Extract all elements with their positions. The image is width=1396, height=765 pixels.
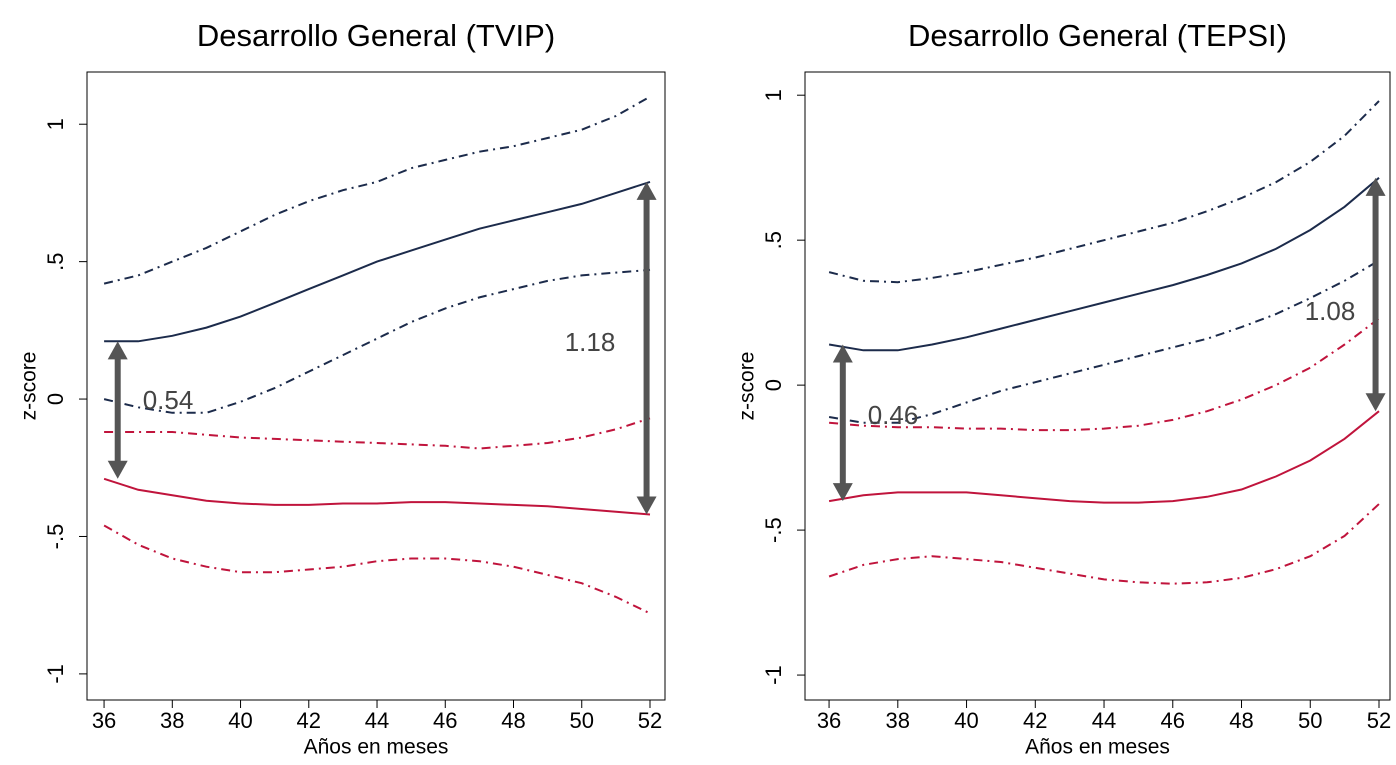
x-axis-label: Años en meses [1025,736,1170,759]
annotation: 0.54 [143,385,194,415]
y-tick-label: .5 [761,231,786,249]
y-axis-label: z-score [736,352,759,421]
y-tick-label: .5 [43,252,68,270]
x-tick-label: 40 [228,708,252,733]
x-tick-label: 46 [433,708,457,733]
x-tick-label: 52 [638,708,662,733]
series-line [828,100,1380,284]
arrow-head [832,344,853,363]
series-line [104,180,651,343]
x-tick-label: 50 [570,708,594,733]
x-tick-label: 44 [1092,708,1116,733]
series-line [829,317,1380,432]
y-axis-label: z-score [18,352,41,421]
y-tick-label: -.5 [761,517,786,543]
annotation: 1.08 [1305,296,1356,326]
series-line [103,477,651,516]
x-tick-label: 42 [1023,708,1047,733]
y-tick-label: 0 [761,379,786,391]
arrow-head [1365,177,1386,196]
annotation: 0.46 [868,400,919,430]
chart-title: Desarrollo General (TEPSI) [908,18,1287,53]
x-tick-label: 48 [1229,708,1253,733]
y-tick-label: 1 [43,118,68,130]
x-tick-label: 38 [160,708,184,733]
arrow-head [1365,393,1386,412]
x-tick-label: 50 [1298,708,1322,733]
y-tick-label: -1 [761,665,786,685]
series-line [828,410,1380,504]
series-line [103,524,651,615]
plot-frame [86,71,666,701]
x-tick-label: 36 [817,708,841,733]
series-line [828,177,1380,352]
y-tick-label: 0 [43,393,68,405]
arrow-head [636,181,657,200]
x-tick-label: 38 [886,708,910,733]
series-line [828,503,1380,585]
x-tick-label: 44 [365,708,389,733]
series-line [828,259,1380,424]
arrow-head [107,341,128,360]
arrow-head [832,483,853,502]
x-tick-label: 40 [954,708,978,733]
y-tick-label: -.5 [43,524,68,550]
x-tick-label: 52 [1367,708,1391,733]
annotation: 1.18 [565,327,616,357]
x-tick-label: 42 [297,708,321,733]
y-tick-label: -1 [43,664,68,684]
y-tick-label: 1 [761,89,786,101]
series-line [103,95,651,285]
x-axis-label: Años en meses [304,736,449,759]
plot-frame [804,71,1391,701]
x-tick-label: 36 [92,708,116,733]
chart-title: Desarrollo General (TVIP) [197,18,555,53]
arrow-head [636,496,657,515]
series-line [104,417,651,450]
series-line [103,268,651,414]
arrow-head [107,460,128,479]
x-tick-label: 48 [501,708,525,733]
x-tick-label: 46 [1161,708,1185,733]
